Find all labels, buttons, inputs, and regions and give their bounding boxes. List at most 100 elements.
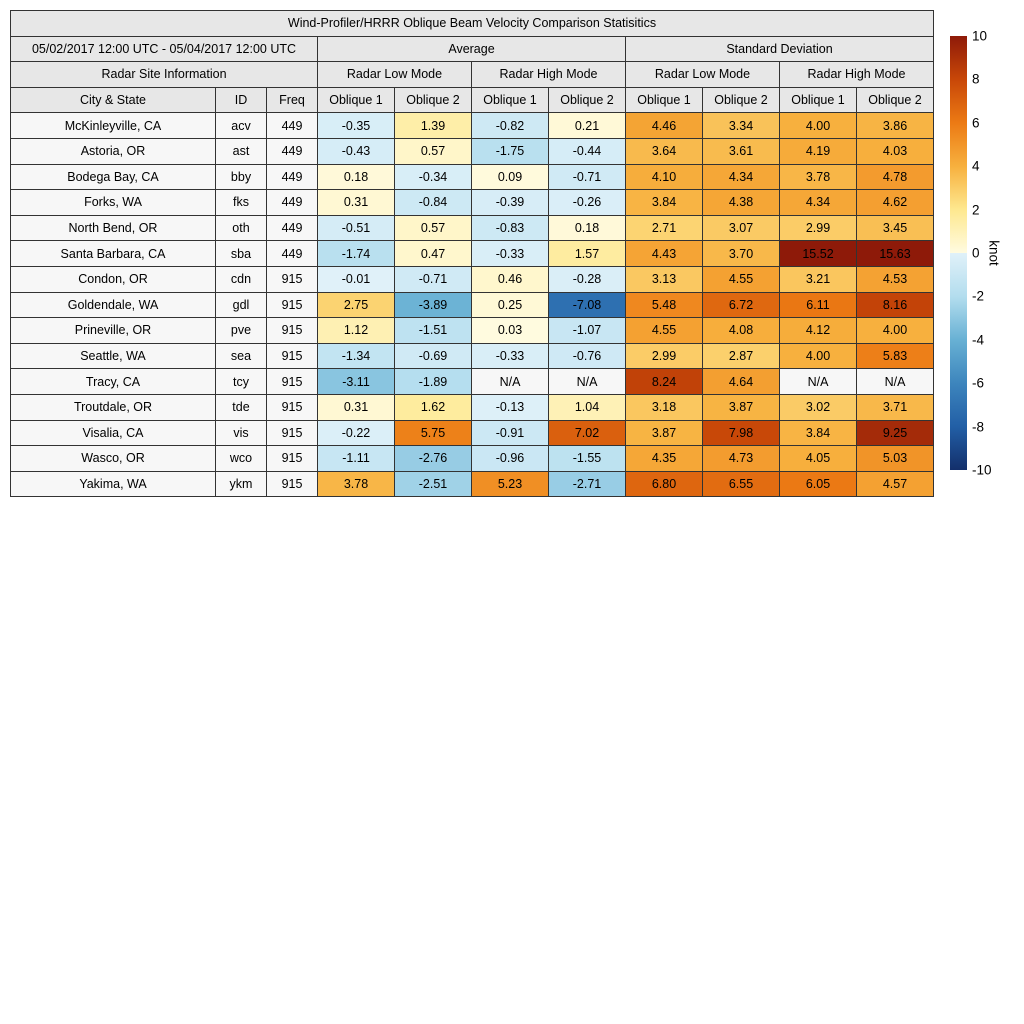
colorbar: 10 8 6 4 2 0 -2 -4 -6 -8 -10 knot [950,29,1024,476]
value-cell: 3.78 [317,470,395,498]
value-cell: 2.87 [702,342,780,370]
value-cell: 6.72 [702,291,780,319]
value-cell: 4.10 [625,163,703,191]
freq-cell: 449 [266,240,318,267]
value-cell: 15.63 [856,240,934,267]
value-cell: -0.71 [548,163,626,191]
value-cell: -0.28 [548,265,626,293]
site-id-cell: tcy [215,368,267,395]
value-cell: 0.18 [317,163,395,191]
value-cell: 3.84 [779,419,857,447]
site-id-cell: tde [215,393,267,421]
value-cell: 4.46 [625,112,703,139]
value-cell: 4.38 [702,189,780,216]
freq-cell: 449 [266,112,318,139]
value-cell: 0.31 [317,189,395,216]
value-cell: 5.75 [394,419,472,447]
value-cell: 2.71 [625,214,703,242]
value-cell: -7.08 [548,291,626,319]
value-cell: 4.43 [625,240,703,267]
table-row: Santa Barbara, CA sba 449 -1.74 0.47 -0.33 1.5… [10,240,934,267]
value-cell: -2.71 [548,470,626,498]
city-cell: Visalia, CA [10,419,216,447]
value-cell: -1.75 [471,137,549,165]
value-cell: -0.34 [394,163,472,191]
value-cell: 3.61 [702,137,780,165]
colorbar-tick-label: -8 [972,418,985,434]
value-cell: 4.00 [779,342,857,370]
value-cell: 3.86 [856,112,934,139]
value-cell: -0.96 [471,445,549,472]
site-id-cell: acv [215,112,267,139]
value-cell: N/A [779,368,857,395]
freq-cell: 915 [266,291,318,319]
table-body: McKinleyville, CA acv 449 -0.35 1.39 -0.82 0.2… [10,112,934,498]
value-cell: 3.87 [625,419,703,447]
value-cell: 0.31 [317,393,395,421]
value-cell: 5.23 [471,470,549,498]
value-cell: 3.21 [779,265,857,293]
value-cell: 1.39 [394,112,472,139]
value-cell: 0.09 [471,163,549,191]
date-range: 05/02/2017 12:00 UTC - 05/04/2017 12:00 … [10,35,318,63]
value-cell: N/A [471,368,549,395]
value-cell: 4.78 [856,163,934,191]
value-cell: 4.57 [856,470,934,498]
value-cell: -0.33 [471,240,549,267]
table-row: Troutdale, OR tde 915 0.31 1.62 -0.13 1.04 3.18… [10,393,934,421]
colorbar-gradient [950,36,967,470]
colorbar-tick-label: -4 [972,332,985,348]
value-cell: 2.99 [779,214,857,242]
table-row: Forks, WA fks 449 0.31 -0.84 -0.39 -0.26 3.84 4.… [10,189,934,216]
value-cell: -1.07 [548,317,626,344]
value-cell: -0.26 [548,189,626,216]
value-cell: 4.34 [702,163,780,191]
value-cell: 2.99 [625,342,703,370]
value-cell: N/A [856,368,934,395]
value-cell: 1.62 [394,393,472,421]
value-cell: -0.33 [471,342,549,370]
value-cell: 3.71 [856,393,934,421]
freq-cell: 915 [266,419,318,447]
value-cell: 4.08 [702,317,780,344]
site-id-cell: gdl [215,291,267,319]
value-cell: -0.82 [471,112,549,139]
value-cell: 3.84 [625,189,703,216]
mode-header-sd-low: Radar Low Mode [625,61,780,88]
site-id-cell: wco [215,445,267,472]
value-cell: -0.83 [471,214,549,242]
col-header-oblique: Oblique 1 [317,86,395,114]
col-header-oblique: Oblique 2 [548,86,626,114]
city-cell: Tracy, CA [10,368,216,395]
site-id-cell: pve [215,317,267,344]
value-cell: 4.55 [702,265,780,293]
mode-header-row: Radar Site Information Radar Low Mode Ra… [10,61,934,88]
value-cell: -0.76 [548,342,626,370]
value-cell: 4.00 [779,112,857,139]
value-cell: -1.55 [548,445,626,472]
value-cell: 2.75 [317,291,395,319]
city-cell: Astoria, OR [10,137,216,165]
value-cell: 15.52 [779,240,857,267]
value-cell: 3.78 [779,163,857,191]
city-cell: Goldendale, WA [10,291,216,319]
value-cell: 0.03 [471,317,549,344]
value-cell: 5.83 [856,342,934,370]
city-cell: McKinleyville, CA [10,112,216,139]
value-cell: 0.57 [394,214,472,242]
table-row: Visalia, CA vis 915 -0.22 5.75 -0.91 7.02 3.87 7… [10,419,934,447]
value-cell: 4.19 [779,137,857,165]
colorbar-unit-label: knot [986,240,1002,266]
title-row: Wind-Profiler/HRRR Oblique Beam Velocity… [10,10,934,37]
value-cell: -2.51 [394,470,472,498]
site-id-cell: oth [215,214,267,242]
value-cell: 5.03 [856,445,934,472]
value-cell: -1.74 [317,240,395,267]
colorbar-tick-label: -10 [972,462,992,478]
col-header-oblique: Oblique 2 [394,86,472,114]
group-header-average: Average [317,35,626,63]
value-cell: 4.55 [625,317,703,344]
col-header-id: ID [215,86,267,114]
value-cell: N/A [548,368,626,395]
site-id-cell: sba [215,240,267,267]
